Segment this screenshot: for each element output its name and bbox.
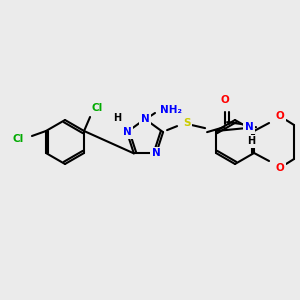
Text: S: S <box>183 118 191 128</box>
Text: N: N <box>152 148 161 158</box>
Text: O: O <box>276 111 284 121</box>
Text: O: O <box>276 163 284 173</box>
Text: Cl: Cl <box>92 103 103 113</box>
Text: N: N <box>141 114 149 124</box>
Text: Cl: Cl <box>12 134 24 144</box>
Text: H: H <box>247 136 255 146</box>
Text: N: N <box>245 122 254 132</box>
Text: NH₂: NH₂ <box>160 105 182 115</box>
Text: N: N <box>123 127 131 137</box>
Text: H: H <box>113 113 121 123</box>
Text: O: O <box>221 95 230 105</box>
